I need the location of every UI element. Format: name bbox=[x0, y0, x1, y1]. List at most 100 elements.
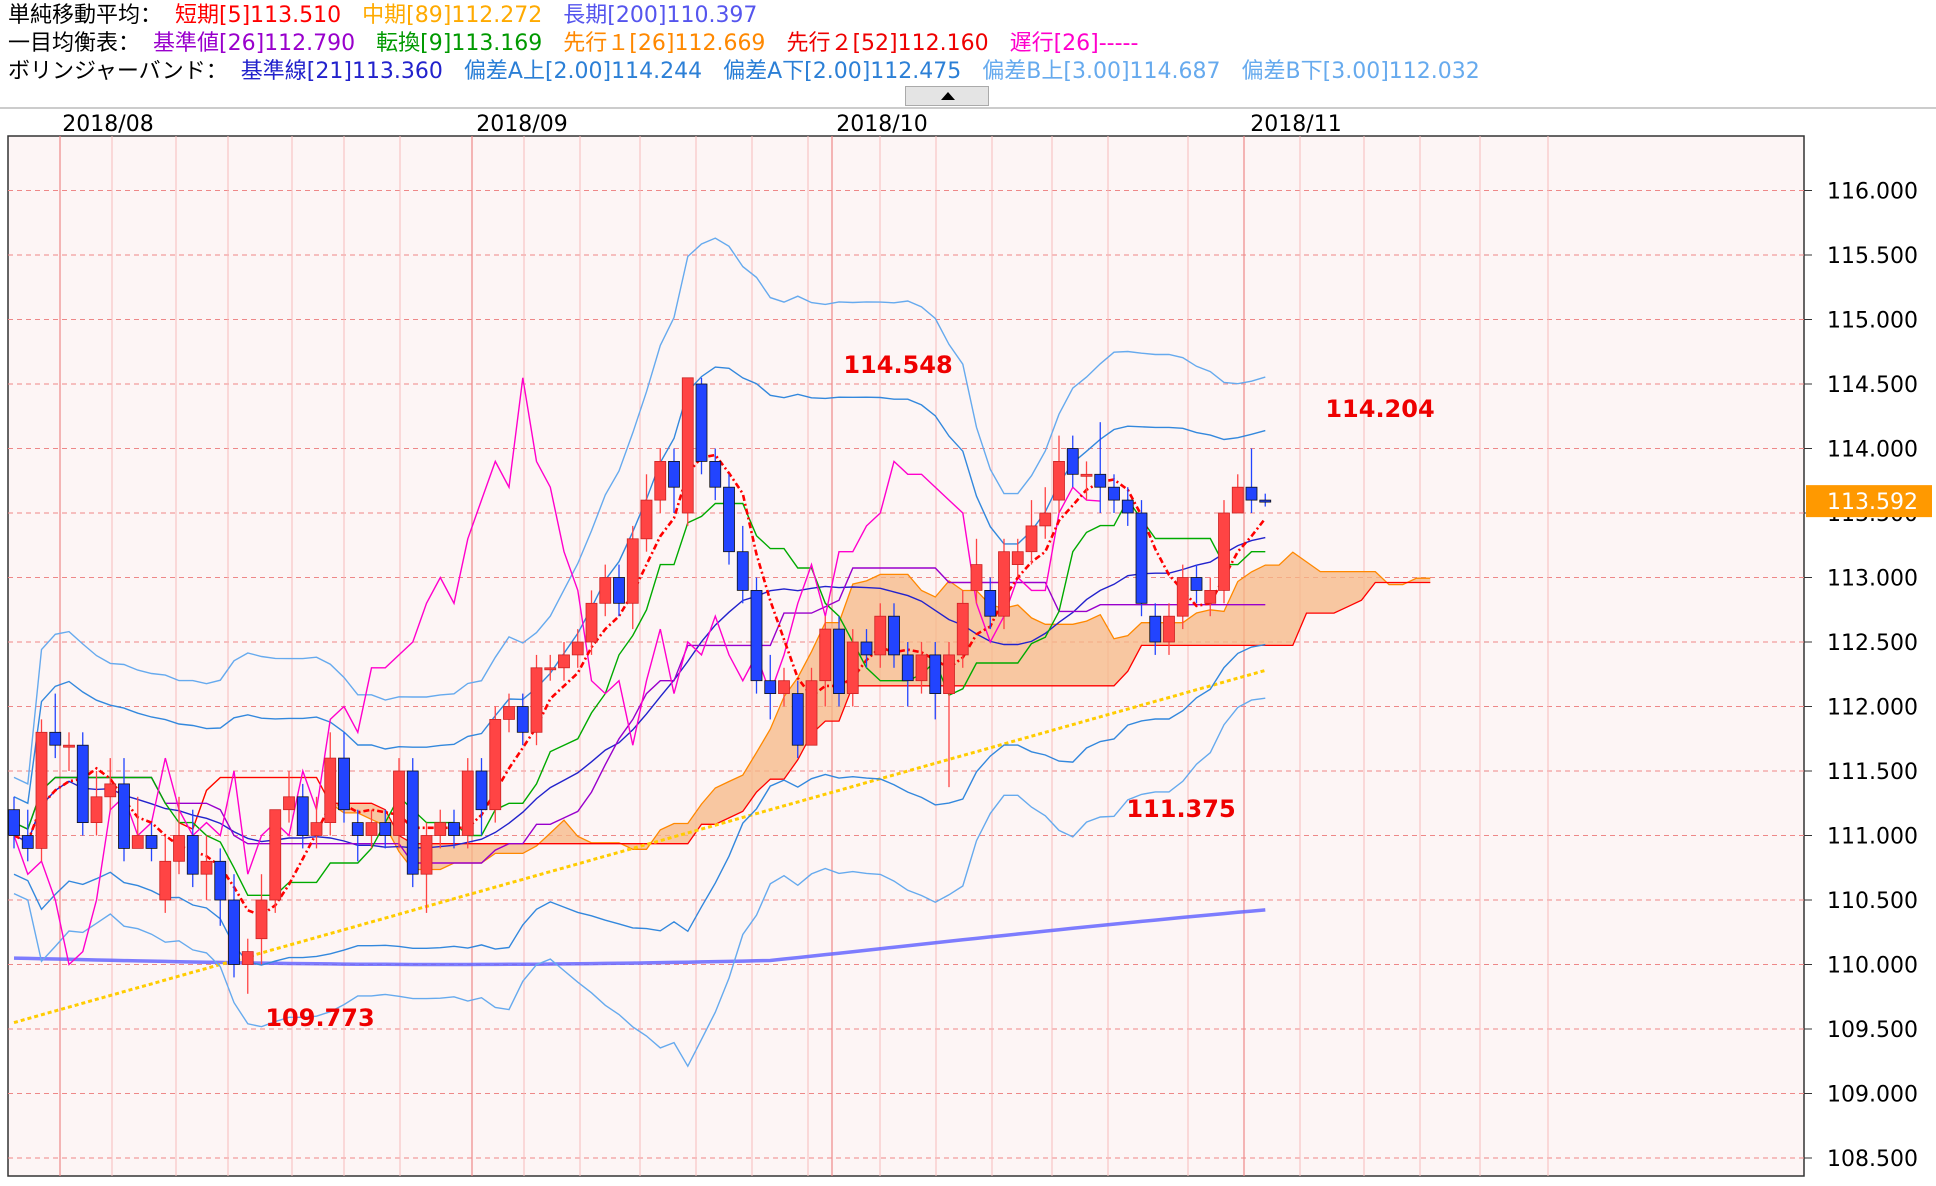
ichimoku-chikou-value: 遅行[26]----- bbox=[1009, 31, 1139, 56]
candle-body bbox=[1108, 486, 1120, 501]
candle-body bbox=[860, 641, 873, 656]
candle-body bbox=[723, 486, 735, 553]
candle-body bbox=[571, 641, 584, 656]
candle-body bbox=[943, 654, 955, 695]
y-tick-label: 115.000 bbox=[1827, 309, 1918, 334]
candle-body bbox=[1025, 525, 1038, 553]
current-price-label: 113.592 bbox=[1827, 490, 1918, 515]
candle-body bbox=[544, 667, 557, 671]
x-month-label: 2018/08 bbox=[62, 112, 153, 137]
candle-body bbox=[118, 783, 130, 849]
x-month-label: 2018/09 bbox=[476, 112, 567, 137]
candle-body bbox=[76, 744, 89, 824]
y-tick-label: 108.500 bbox=[1827, 1147, 1918, 1172]
candle-body bbox=[626, 538, 639, 604]
bollinger-b-down-value: 偏差B下[3.00]112.032 bbox=[1241, 59, 1480, 84]
x-month-label: 2018/11 bbox=[1250, 112, 1341, 137]
sma-short-line bbox=[13, 453, 1267, 917]
candle-body bbox=[1176, 577, 1189, 617]
candle-body bbox=[558, 654, 570, 669]
collapse-legend-button[interactable] bbox=[905, 86, 989, 106]
candle-body bbox=[1039, 512, 1052, 527]
candle-body bbox=[613, 577, 625, 604]
sma-label: 単純移動平均： bbox=[8, 3, 163, 28]
candle-body bbox=[461, 770, 474, 836]
candle-body bbox=[1204, 590, 1217, 604]
candle-body bbox=[805, 680, 818, 746]
candle-body bbox=[214, 860, 227, 901]
candle-body bbox=[283, 796, 295, 811]
candle-body bbox=[585, 602, 598, 643]
candle-body bbox=[365, 822, 378, 836]
y-tick-label: 116.000 bbox=[1827, 180, 1918, 205]
candle-body bbox=[1080, 473, 1093, 477]
candle-body bbox=[228, 899, 240, 965]
tenkan-line bbox=[13, 498, 1266, 896]
candles bbox=[8, 377, 1272, 994]
candle-body bbox=[104, 783, 117, 798]
legend-ichimoku-row: 一目均衡表： 基準値[26]112.790 転換[9]113.169 先行１[2… bbox=[8, 30, 1494, 58]
candle-body bbox=[530, 667, 543, 733]
candle-body bbox=[970, 564, 983, 591]
candle-body bbox=[1163, 615, 1175, 643]
y-tick-label: 113.000 bbox=[1827, 567, 1918, 592]
y-tick-label: 109.000 bbox=[1827, 1083, 1918, 1108]
candle-body bbox=[819, 628, 832, 682]
candle-body bbox=[186, 835, 199, 875]
candle-body bbox=[434, 822, 447, 836]
candle-body bbox=[998, 551, 1010, 617]
candle-body bbox=[1218, 512, 1230, 591]
candle-body bbox=[1149, 615, 1162, 643]
candle-body bbox=[1053, 460, 1065, 501]
candle-body bbox=[1259, 499, 1272, 503]
candle-body bbox=[1094, 473, 1107, 488]
candle-body bbox=[1066, 448, 1079, 475]
candle-body bbox=[1231, 486, 1244, 514]
candle-body bbox=[778, 680, 790, 695]
candle-body bbox=[1011, 551, 1024, 566]
candle-body bbox=[750, 590, 763, 682]
candle-body bbox=[90, 796, 103, 823]
extreme-price-label: 114.204 bbox=[1325, 395, 1434, 423]
indicator-lines bbox=[13, 237, 1267, 1068]
candle-body bbox=[503, 706, 515, 720]
candle-body bbox=[736, 551, 749, 591]
candle-body bbox=[929, 654, 942, 695]
y-tick-label: 110.500 bbox=[1827, 889, 1918, 914]
candle-body bbox=[681, 377, 694, 514]
candle-body bbox=[1121, 499, 1134, 514]
candle-body bbox=[200, 860, 213, 875]
ichimoku-senkou2-value: 先行２[52]112.160 bbox=[786, 31, 989, 56]
sma-long-value: 長期[200]110.397 bbox=[563, 3, 758, 28]
candle-body bbox=[131, 835, 144, 849]
bb-b-upper-line bbox=[13, 237, 1266, 785]
y-tick-label: 110.000 bbox=[1827, 954, 1918, 979]
candle-body bbox=[888, 615, 900, 656]
candle-body bbox=[791, 693, 804, 746]
candle-body bbox=[764, 680, 777, 695]
bollinger-b-up-value: 偏差B上[3.00]114.687 bbox=[982, 59, 1221, 84]
y-tick-label: 109.500 bbox=[1827, 1018, 1918, 1043]
candle-body bbox=[393, 770, 405, 836]
bollinger-a-down-value: 偏差A下[2.00]112.475 bbox=[723, 59, 962, 84]
candle-body bbox=[874, 615, 887, 656]
bb-a-lower-line bbox=[13, 643, 1266, 966]
y-tick-label: 114.500 bbox=[1827, 373, 1918, 398]
candle-body bbox=[475, 770, 488, 811]
candle-body bbox=[709, 460, 722, 488]
legend-sma-row: 単純移動平均： 短期[5]113.510 中期[89]112.272 長期[20… bbox=[8, 2, 1494, 30]
bollinger-label: ボリンジャーバンド： bbox=[8, 59, 228, 84]
candle-body bbox=[599, 577, 612, 604]
candle-body bbox=[654, 460, 667, 501]
ichimoku-senkou1-value: 先行１[26]112.669 bbox=[563, 31, 766, 56]
candle-body bbox=[640, 499, 653, 540]
y-tick-label: 111.000 bbox=[1827, 825, 1918, 850]
candle-body bbox=[145, 835, 158, 849]
candle-body bbox=[379, 822, 392, 836]
candle-body bbox=[420, 835, 433, 875]
candle-body bbox=[338, 757, 350, 811]
candle-body bbox=[984, 590, 997, 617]
cloud-area bbox=[179, 552, 1431, 870]
extreme-price-label: 114.548 bbox=[843, 351, 952, 379]
